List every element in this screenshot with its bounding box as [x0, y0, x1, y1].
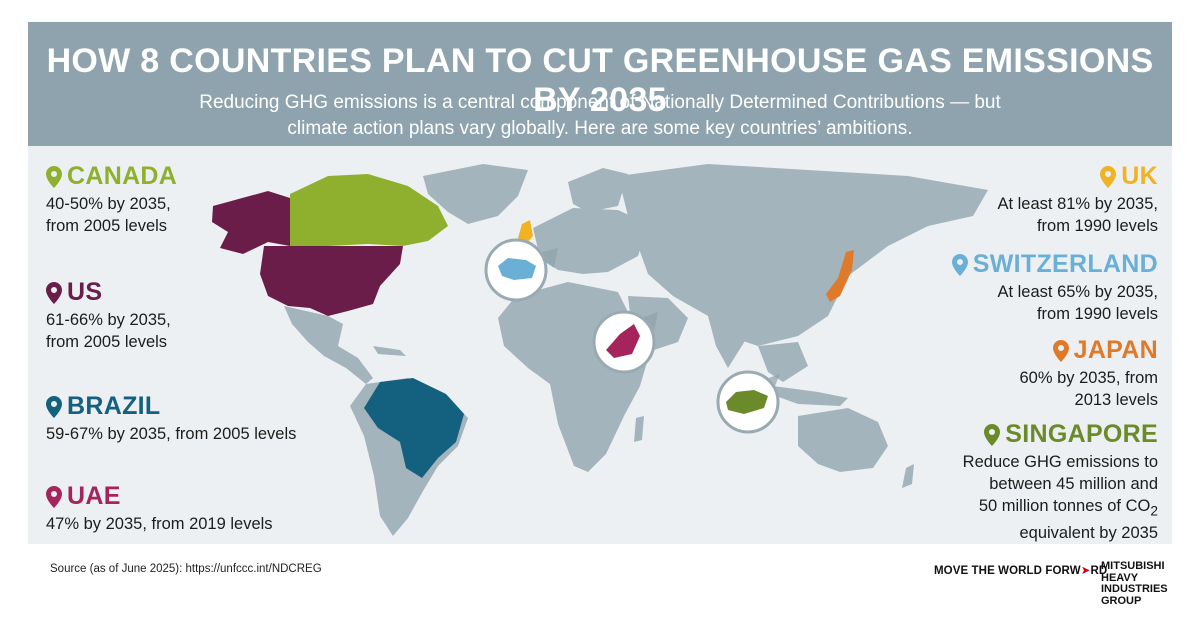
canada-desc-line-2: from 2005 levels: [46, 217, 168, 235]
japan-heading: JAPAN: [898, 336, 1158, 365]
brazil-shape: [364, 378, 464, 478]
brand-line-4: GROUP: [1101, 594, 1142, 607]
brazil-heading: BRAZIL: [46, 392, 296, 421]
japan-shape: [826, 250, 854, 302]
madagascar-shape: [634, 416, 644, 442]
singapore-shape: [726, 390, 768, 414]
location-pin-icon: [46, 485, 62, 508]
location-pin-icon: [1100, 165, 1117, 188]
brand-line-2: HEAVY: [1101, 571, 1139, 584]
uk-block: UK At least 81% by 2035, from 1990 level…: [898, 162, 1158, 237]
uk-name: UK: [1121, 162, 1158, 190]
slogan: MOVE THE WORLD FORW➤RD: [934, 563, 1107, 577]
brazil-block: BRAZIL 59-67% by 2035, from 2005 levels: [46, 392, 296, 445]
canada-desc: 40-50% by 2035, from 2005 levels: [46, 193, 177, 237]
header-banner: HOW 8 COUNTRIES PLAN TO CUT GREENHOUSE G…: [28, 22, 1172, 146]
location-pin-icon: [984, 423, 1001, 446]
japan-desc-line-2: 2013 levels: [1074, 391, 1158, 409]
page-title: HOW 8 COUNTRIES PLAN TO CUT GREENHOUSE G…: [46, 42, 1154, 119]
japan-desc: 60% by 2035, from 2013 levels: [898, 367, 1159, 411]
uae-desc-line-1: 47% by 2035, from 2019 levels: [46, 515, 273, 533]
switzerland-block: SWITZERLAND At least 65% by 2035, from 1…: [898, 250, 1158, 325]
switzerland-desc-line-1: At least 65% by 2035,: [997, 283, 1158, 301]
us-heading: US: [46, 278, 171, 307]
uk-desc: At least 81% by 2035, from 1990 levels: [898, 193, 1158, 237]
canada-shape: [290, 174, 448, 246]
canada-desc-line-1: 40-50% by 2035,: [46, 195, 171, 213]
uk-desc-line-2: from 1990 levels: [1036, 217, 1158, 235]
us-desc: 61-66% by 2035, from 2005 levels: [46, 309, 171, 353]
location-pin-icon: [1052, 339, 1069, 362]
brand-line-1: MITSUBISHI: [1101, 560, 1165, 572]
greenland-shape: [423, 164, 528, 224]
subtitle-line-1: Reducing GHG emissions is a central comp…: [199, 92, 1001, 113]
uae-shape: [606, 324, 640, 358]
subtitle-line-2: climate action plans vary globally. Here…: [287, 118, 913, 139]
brazil-desc-line-1: 59-67% by 2035, from 2005 levels: [46, 425, 297, 443]
uk-desc-line-1: At least 81% by 2035,: [997, 195, 1158, 213]
us-desc-line-1: 61-66% by 2035,: [46, 311, 171, 329]
japan-name: JAPAN: [1073, 336, 1158, 364]
us-alaska-shape: [212, 191, 290, 254]
switzerland-desc-line-2: from 1990 levels: [1036, 305, 1158, 323]
brand-line-3: INDUSTRIES: [1101, 583, 1168, 595]
africa-shape: [498, 282, 650, 472]
singapore-block: SINGAPORE Reduce GHG emissions to betwee…: [898, 420, 1158, 544]
us-desc-line-2: from 2005 levels: [46, 333, 168, 351]
mexico-shape: [284, 306, 373, 384]
co2-subscript: 2: [1150, 503, 1158, 519]
location-pin-icon: [46, 281, 62, 304]
caribbean-shape: [373, 346, 406, 356]
switzerland-heading: SWITZERLAND: [898, 250, 1158, 279]
switzerland-name: SWITZERLAND: [972, 250, 1158, 278]
asia-shape: [618, 164, 988, 346]
singapore-desc-line-3: 50 million tonnes of CO2: [898, 495, 1158, 522]
us-block: US 61-66% by 2035, from 2005 levels: [46, 278, 171, 353]
arrow-icon: ➤: [1080, 565, 1091, 577]
scandinavia-shape: [568, 168, 628, 212]
canada-block: CANADA 40-50% by 2035, from 2005 levels: [46, 162, 177, 237]
canada-heading: CANADA: [46, 162, 177, 191]
us-shape: [260, 246, 403, 316]
page-subtitle: Reducing GHG emissions is a central comp…: [138, 90, 1062, 142]
location-pin-icon: [46, 395, 62, 418]
australia-shape: [798, 408, 888, 472]
japan-desc-line-1: 60% by 2035, from: [1019, 369, 1159, 387]
world-map-panel: CANADA 40-50% by 2035, from 2005 levels …: [28, 146, 1172, 544]
uae-name: UAE: [67, 482, 121, 510]
indonesia-shape: [773, 386, 848, 406]
canada-name: CANADA: [67, 162, 178, 190]
world-map: [212, 164, 988, 536]
brazil-name: BRAZIL: [67, 392, 161, 420]
europe-shape: [533, 208, 648, 274]
singapore-heading: SINGAPORE: [898, 420, 1158, 449]
singapore-desc-line-3-text: 50 million tonnes of CO: [978, 497, 1151, 515]
uk-heading: UK: [898, 162, 1158, 191]
slogan-part-a: MOVE THE WORLD FORW: [934, 565, 1081, 577]
switzerland-shape: [498, 258, 536, 280]
us-name: US: [67, 278, 103, 306]
location-pin-icon: [951, 253, 968, 276]
source-note: Source (as of June 2025): https://unfccc…: [50, 563, 322, 575]
singapore-desc-line-1: Reduce GHG emissions to: [962, 453, 1158, 471]
se-asia-shape: [758, 342, 808, 382]
uae-heading: UAE: [46, 482, 273, 511]
india-shape: [708, 314, 748, 368]
switzerland-desc: At least 65% by 2035, from 1990 levels: [898, 281, 1158, 325]
new-zealand-shape: [902, 464, 914, 488]
singapore-desc-line-4: equivalent by 2035: [1019, 524, 1158, 543]
brazil-desc: 59-67% by 2035, from 2005 levels: [46, 423, 296, 445]
japan-block: JAPAN 60% by 2035, from 2013 levels: [898, 336, 1159, 411]
singapore-desc: Reduce GHG emissions to between 45 milli…: [898, 451, 1158, 544]
singapore-desc-line-2: between 45 million and: [989, 475, 1158, 493]
slogan-part-b: RD: [1090, 565, 1108, 577]
brand-logo: MITSUBISHI HEAVY INDUSTRIES GROUP: [1101, 560, 1181, 607]
location-pin-icon: [46, 165, 62, 188]
uae-block: UAE 47% by 2035, from 2019 levels: [46, 482, 273, 535]
uae-desc: 47% by 2035, from 2019 levels: [46, 513, 273, 535]
singapore-name: SINGAPORE: [1005, 420, 1158, 448]
uk-shape: [518, 220, 533, 244]
